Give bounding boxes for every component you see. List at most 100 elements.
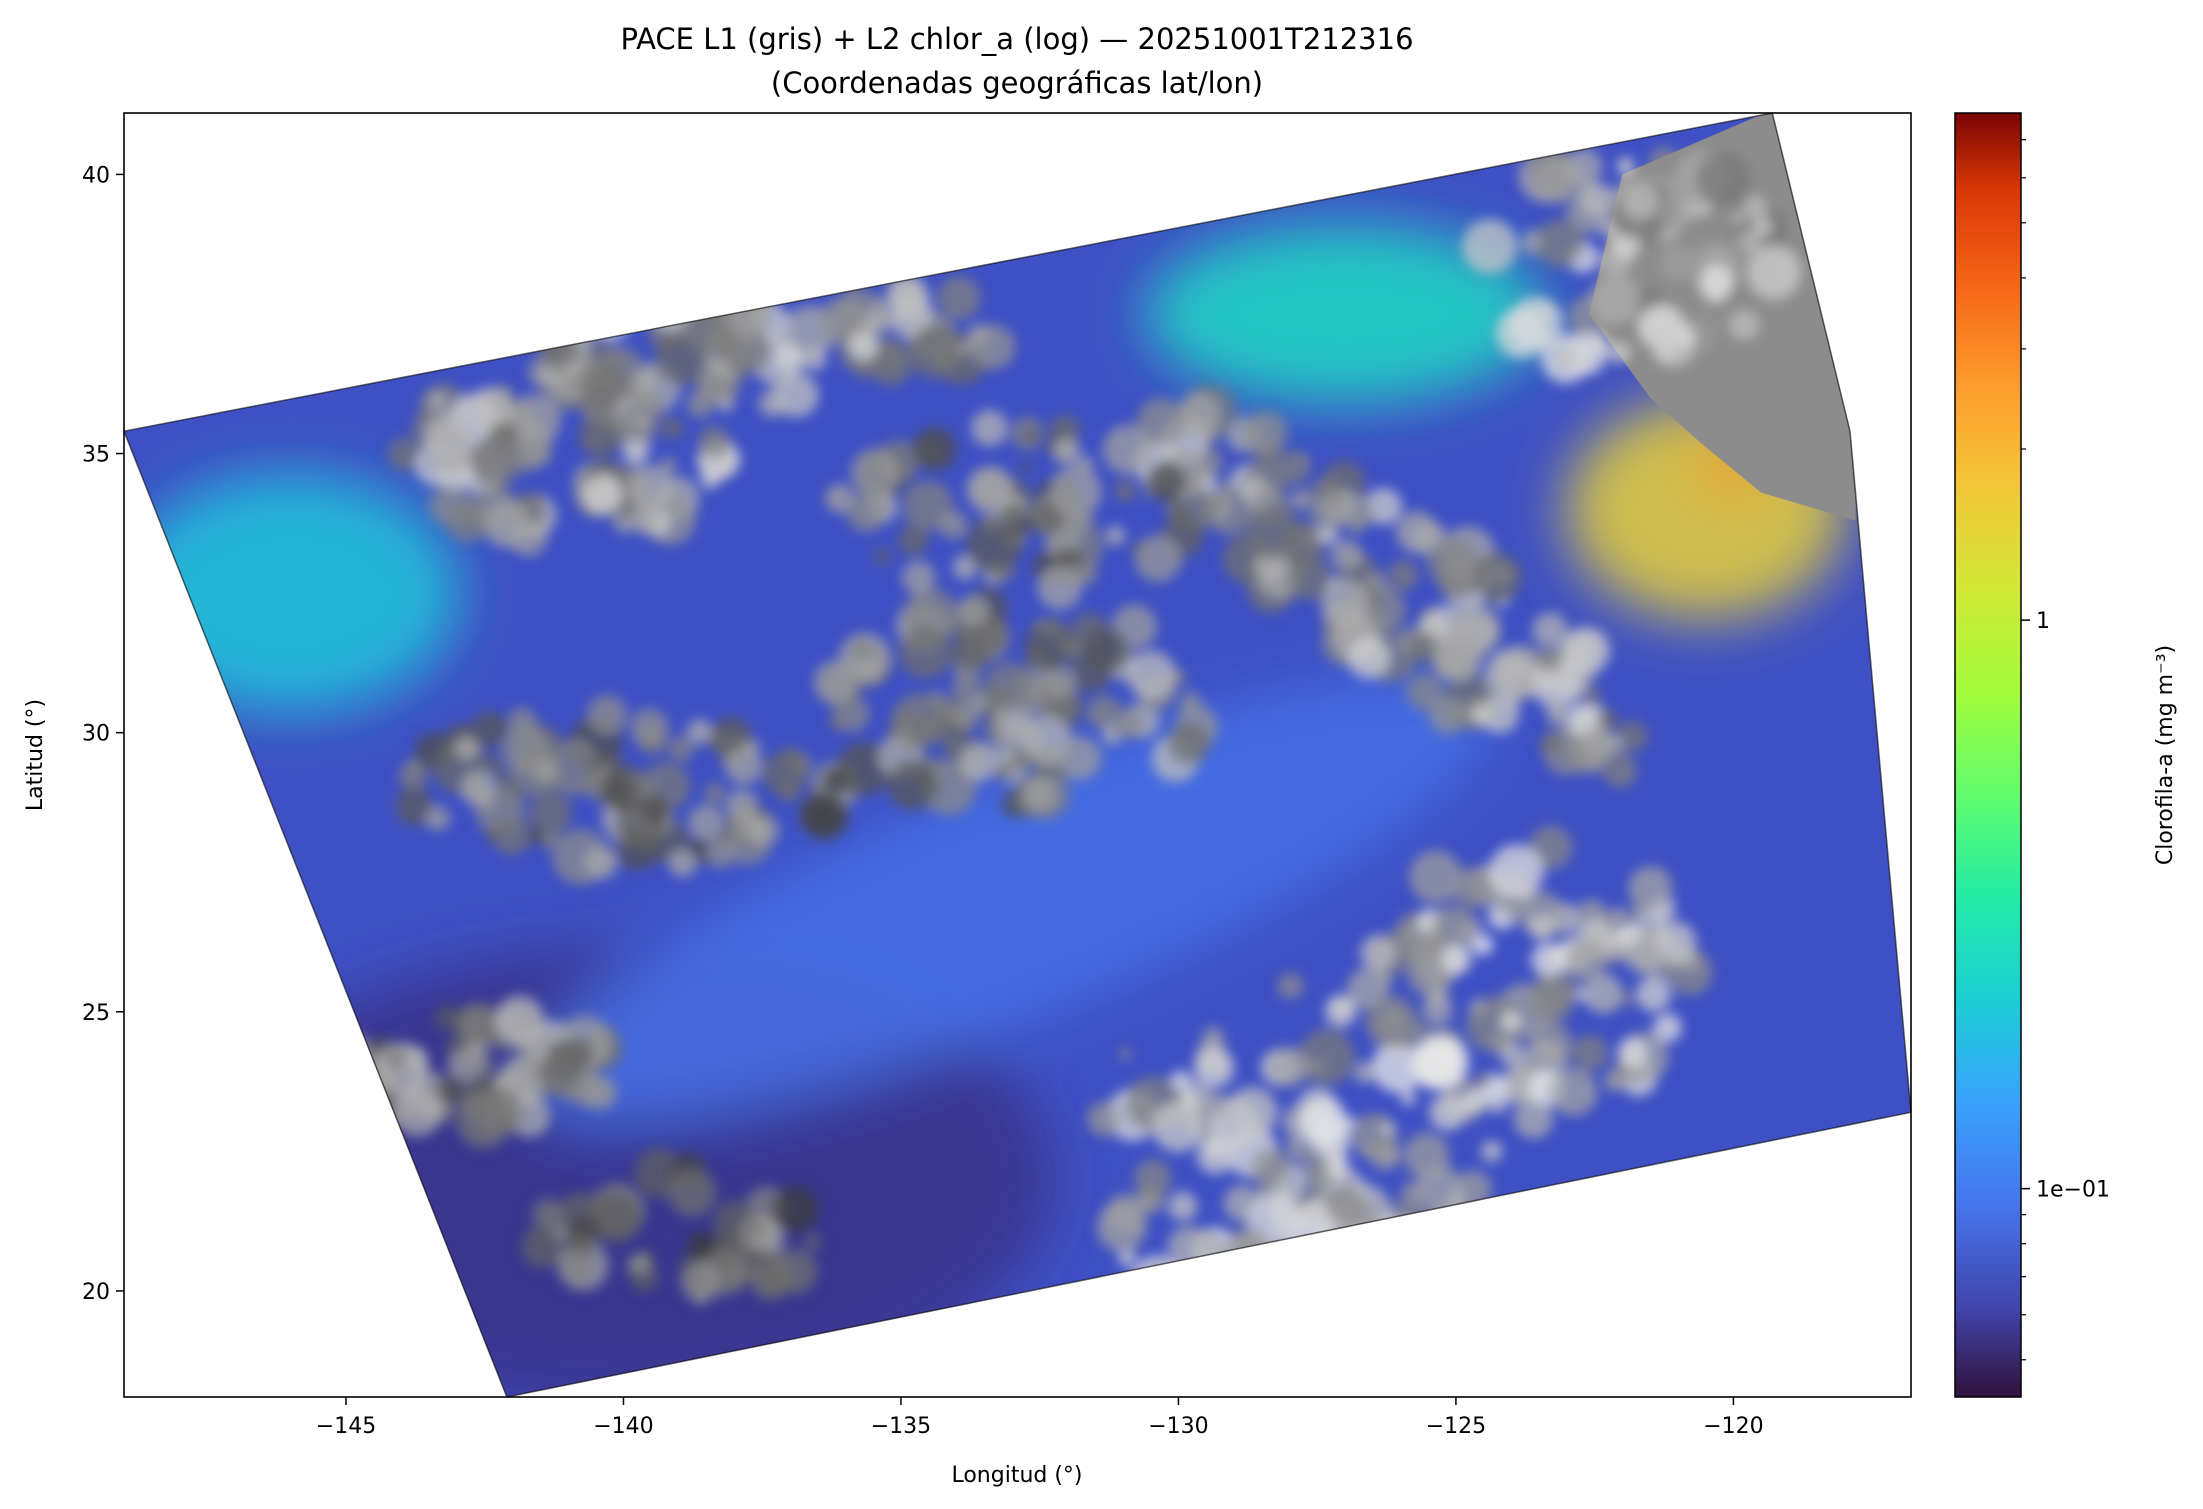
cloud-blob [340, 1078, 381, 1119]
cloud-blob [1118, 1248, 1137, 1267]
cloud-blob [1389, 1218, 1429, 1259]
cloud-blob [1674, 324, 1696, 347]
cloud-blob [1046, 666, 1077, 698]
cloud-blob [971, 409, 1008, 447]
cloud-blob [726, 293, 772, 339]
cloud-blob [586, 436, 599, 449]
cloud-blob [668, 735, 695, 762]
cloud-blob [1105, 525, 1126, 546]
cloud-blob [1057, 736, 1102, 781]
cloud-blob [1033, 618, 1048, 634]
cloud-blob [698, 426, 730, 459]
cloud-blob [846, 493, 887, 533]
cloud-blob [1127, 650, 1177, 701]
cloud-blob [427, 391, 448, 412]
cloud-blob [1579, 182, 1615, 218]
cloud-blob [1056, 633, 1083, 659]
cloud-blob [508, 394, 561, 447]
cloud-blob [1471, 552, 1522, 603]
cloud-blob [446, 500, 489, 542]
cloud-blob [1235, 1227, 1262, 1254]
cloud-blob [331, 1076, 366, 1111]
cloud-blob [527, 827, 545, 845]
cloud-blob [1699, 265, 1734, 299]
cloud-blob [632, 505, 662, 535]
cloud-blob [725, 789, 759, 823]
cloud-blob [1276, 450, 1311, 485]
cloud-blob [587, 694, 628, 736]
cloud-blob [1280, 1244, 1325, 1289]
colorbar-label: Clorofila-a (mg m⁻³) [2153, 645, 2178, 865]
cloud-blob [1617, 1037, 1649, 1068]
cloud-blob [853, 357, 875, 379]
cloud-blob [685, 304, 737, 357]
cloud-blob [405, 759, 422, 775]
cloud-blob [958, 595, 990, 627]
cloud-blob [1430, 1210, 1474, 1254]
cloud-blob [1169, 1070, 1192, 1093]
colorbar-ticks: 1e−01 1 [2021, 139, 2110, 1361]
cloud-blob [1380, 1122, 1394, 1136]
cloud-blob [1536, 219, 1585, 268]
cloud-blob [1653, 921, 1697, 964]
cloud-blob [1427, 537, 1478, 588]
cloud-blob [1387, 560, 1419, 591]
cloud-blob [874, 548, 891, 565]
cloud-blob [1534, 969, 1576, 1012]
chl-region-offshore-north [1144, 223, 1545, 404]
cloud-blob [392, 1087, 443, 1137]
cloud-blob [471, 711, 508, 748]
cloud-blob [802, 347, 826, 372]
cloud-blob [1388, 1198, 1429, 1239]
cloud-blob [1416, 1165, 1463, 1212]
cloud-blob [1509, 296, 1563, 350]
cloud-blob [1546, 704, 1568, 726]
cloud-blob [1086, 1102, 1121, 1137]
cloud-blob [825, 483, 855, 514]
cloud-blob [1609, 342, 1631, 364]
cloud-blob [1083, 627, 1129, 673]
cloud-blob [1044, 618, 1065, 638]
cloud-blob [994, 763, 1012, 781]
cloud-blob [951, 674, 982, 705]
cloud-blob [1628, 866, 1673, 910]
cloud-blob [1532, 612, 1568, 648]
cloud-blob [1602, 753, 1638, 788]
cloud-blob [1167, 722, 1211, 765]
cloud-blob [1208, 1299, 1230, 1321]
cloud-blob [1340, 493, 1376, 529]
cloud-blob [1114, 480, 1136, 502]
cloud-blob [640, 794, 671, 825]
cloud-blob [1406, 673, 1444, 711]
cloud-blob [300, 1068, 326, 1094]
cloud-blob [627, 465, 674, 512]
cloud-blob [1522, 1038, 1568, 1084]
x-tick-label: −130 [1148, 1414, 1208, 1439]
cloud-blob [435, 1005, 461, 1031]
cloud-blob [1566, 148, 1603, 185]
cloud-blob [1274, 1262, 1315, 1303]
cloud-blob [1395, 511, 1438, 553]
cloud-blob [1604, 1078, 1617, 1092]
cloud-blob [1250, 1309, 1271, 1331]
cloud-blob [583, 845, 618, 880]
cloud-blob [1624, 933, 1665, 974]
cloud-blob [1612, 907, 1626, 921]
cloud-blob [537, 326, 580, 370]
cloud-blob [1228, 1289, 1245, 1306]
cloud-blob [901, 560, 936, 595]
cloud-blob [1246, 1258, 1293, 1304]
cloud-blob [1357, 1283, 1400, 1326]
cloud-blob [456, 1094, 511, 1148]
cloud-blob [1406, 950, 1452, 996]
cloud-blob [804, 1233, 821, 1251]
cloud-blob [1208, 1141, 1224, 1157]
cloud-blob [1235, 1290, 1292, 1346]
y-tick-label: 40 [82, 163, 110, 188]
cloud-blob [1429, 1093, 1467, 1131]
cloud-blob [1146, 461, 1187, 502]
cloud-blob [1131, 1255, 1184, 1308]
cloud-blob [1752, 217, 1773, 237]
cloud-blob [1330, 538, 1362, 571]
cloud-blob [763, 751, 807, 796]
